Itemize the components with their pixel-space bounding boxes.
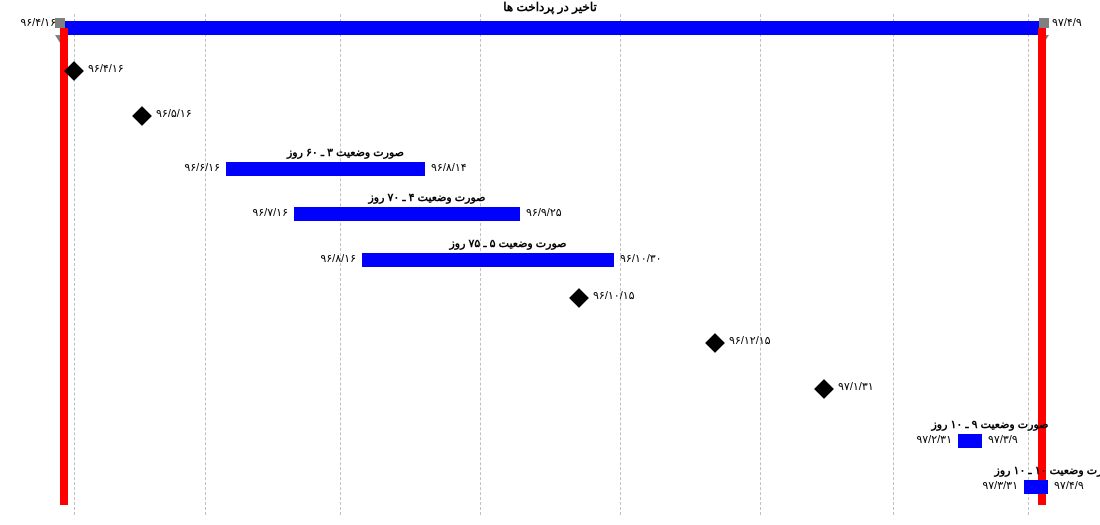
- chart-title: تاخیر در پرداخت ها: [0, 0, 1100, 14]
- gridline: [74, 14, 75, 515]
- task-name-4: صورت وضعیت ۱۰ ـ ۱۰ روز: [976, 464, 1100, 477]
- task-end-label-0: ۹۶/۸/۱۴: [431, 161, 467, 174]
- milestone-label-4: ۹۷/۱/۳۱: [838, 380, 874, 393]
- gridline: [1028, 14, 1029, 515]
- milestone-4: [814, 379, 834, 399]
- task-start-label-4: ۹۷/۳/۳۱: [982, 479, 1018, 492]
- task-start-label-3: ۹۷/۲/۳۱: [916, 433, 952, 446]
- task-end-label-1: ۹۶/۹/۲۵: [526, 206, 562, 219]
- task-end-label-3: ۹۷/۳/۹: [988, 433, 1018, 446]
- milestone-label-1: ۹۶/۵/۱۶: [156, 107, 192, 120]
- gridline: [760, 14, 761, 515]
- task-bar-0: [226, 162, 425, 176]
- summary-end-left: [55, 18, 65, 28]
- summary-end-right: [1039, 18, 1049, 28]
- task-name-0: صورت وضعیت ۳ ـ ۶۰ روز: [266, 146, 426, 159]
- milestone-2: [569, 288, 589, 308]
- task-bar-4: [1024, 480, 1048, 494]
- task-bar-1: [294, 207, 520, 221]
- gridline: [893, 14, 894, 515]
- summary-bar: [60, 21, 1044, 35]
- gantt-chart: تاخیر در پرداخت ها ۹۶/۴/۱۶ ۹۷/۴/۹ ۹۶/۴/۱۶ ۹…: [0, 0, 1100, 525]
- milestone-label-0: ۹۶/۴/۱۶: [88, 62, 124, 75]
- task-start-label-0: ۹۶/۶/۱۶: [184, 161, 220, 174]
- task-start-label-1: ۹۶/۷/۱۶: [252, 206, 288, 219]
- gridline: [205, 14, 206, 515]
- task-name-2: صورت وضعیت ۵ ـ ۷۵ روز: [428, 237, 588, 250]
- milestone-label-3: ۹۶/۱۲/۱۵: [729, 334, 771, 347]
- milestone-1: [132, 106, 152, 126]
- red-bar-1: [1038, 28, 1046, 505]
- task-bar-3: [958, 434, 982, 448]
- summary-start-label: ۹۶/۴/۱۶: [20, 16, 56, 29]
- milestone-label-2: ۹۶/۱۰/۱۵: [593, 289, 635, 302]
- task-end-label-2: ۹۶/۱۰/۳۰: [620, 252, 662, 265]
- milestone-3: [705, 333, 725, 353]
- task-name-3: صورت وضعیت ۹ ـ ۱۰ روز: [910, 418, 1070, 431]
- summary-end-label: ۹۷/۴/۹: [1052, 16, 1082, 29]
- task-name-1: صورت وضعیت ۴ ـ ۷۰ روز: [347, 191, 507, 204]
- task-end-label-4: ۹۷/۴/۹: [1054, 479, 1084, 492]
- task-bar-2: [362, 253, 614, 267]
- task-start-label-2: ۹۶/۸/۱۶: [320, 252, 356, 265]
- red-bar-0: [60, 28, 68, 505]
